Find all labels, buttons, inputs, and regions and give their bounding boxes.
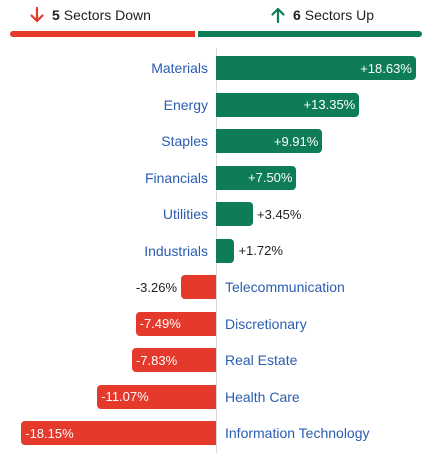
sector-row: +9.91% Staples <box>0 129 422 153</box>
sectors-down-label: Sectors Down <box>63 7 151 23</box>
sector-bar: -18.15% <box>21 421 216 445</box>
sector-value-label: +3.45% <box>257 206 302 222</box>
sector-link-health-care[interactable]: Health Care <box>225 388 300 405</box>
sector-row: +1.72% Industrials <box>0 238 422 263</box>
sector-link-information-technology[interactable]: Information Technology <box>225 425 370 441</box>
sector-row: -18.15% Information Technology <box>0 421 422 445</box>
sector-row: -3.26% Telecommunication <box>0 275 422 299</box>
sector-bar <box>216 202 254 226</box>
sector-row: +3.45% Utilities <box>0 202 422 226</box>
sector-bar: -11.07% <box>97 384 216 409</box>
sector-bar: +7.50% <box>216 165 297 190</box>
sectors-down-strip <box>10 31 195 37</box>
sector-row: -11.07% Health Care <box>0 384 422 409</box>
sectors-up-count: 6 <box>293 7 301 23</box>
sectors-up-strip <box>198 31 422 37</box>
sector-value-label: -3.26% <box>135 279 178 295</box>
sector-row: +7.50% Financials <box>0 165 422 190</box>
sector-value-label: +7.50% <box>248 170 293 185</box>
sector-value-label: -18.15% <box>25 425 74 441</box>
sector-value-label: -7.49% <box>139 316 181 331</box>
sector-link-staples[interactable]: Staples <box>161 133 208 149</box>
sectors-down-summary: 5 Sectors Down <box>28 5 151 25</box>
sector-link-telecommunication[interactable]: Telecommunication <box>225 279 345 295</box>
sector-bar: +13.35% <box>216 92 360 117</box>
sector-bar: +18.63% <box>216 56 416 80</box>
sectors-up-label: Sectors Up <box>304 7 375 23</box>
arrow-down-icon <box>30 6 44 23</box>
sector-row: -7.83% Real Estate <box>0 348 422 372</box>
sector-bar <box>216 238 235 263</box>
sector-link-energy[interactable]: Energy <box>163 96 208 113</box>
sector-value-label: +13.35% <box>303 97 356 112</box>
sector-row: +13.35% Energy <box>0 92 422 117</box>
sector-value-label: +9.91% <box>273 133 319 149</box>
sector-value-label: +18.63% <box>360 60 412 76</box>
sector-bar <box>181 275 216 299</box>
arrow-up-icon <box>271 7 285 24</box>
sector-value-label: -7.83% <box>135 352 178 368</box>
sector-bar: +9.91% <box>216 129 323 153</box>
sector-link-industrials[interactable]: Industrials <box>144 242 208 259</box>
sectors-up-summary: 6 Sectors Up <box>269 5 374 25</box>
sector-bar: -7.49% <box>135 311 216 336</box>
sector-value-label: -11.07% <box>101 389 149 404</box>
sector-bar: -7.83% <box>131 348 216 372</box>
sector-link-real-estate[interactable]: Real Estate <box>225 352 298 368</box>
sector-row: +18.63% Materials <box>0 56 422 80</box>
sector-summary: 5 Sectors Down 6 Sectors Up <box>0 0 422 40</box>
sector-link-financials[interactable]: Financials <box>144 169 208 186</box>
sector-row: -7.49% Discretionary <box>0 311 422 336</box>
sector-link-discretionary[interactable]: Discretionary <box>225 315 307 332</box>
sector-link-materials[interactable]: Materials <box>151 60 208 76</box>
sectors-down-count: 5 <box>52 7 60 23</box>
sector-link-utilities[interactable]: Utilities <box>162 206 208 222</box>
sector-value-label: +1.72% <box>238 243 283 258</box>
